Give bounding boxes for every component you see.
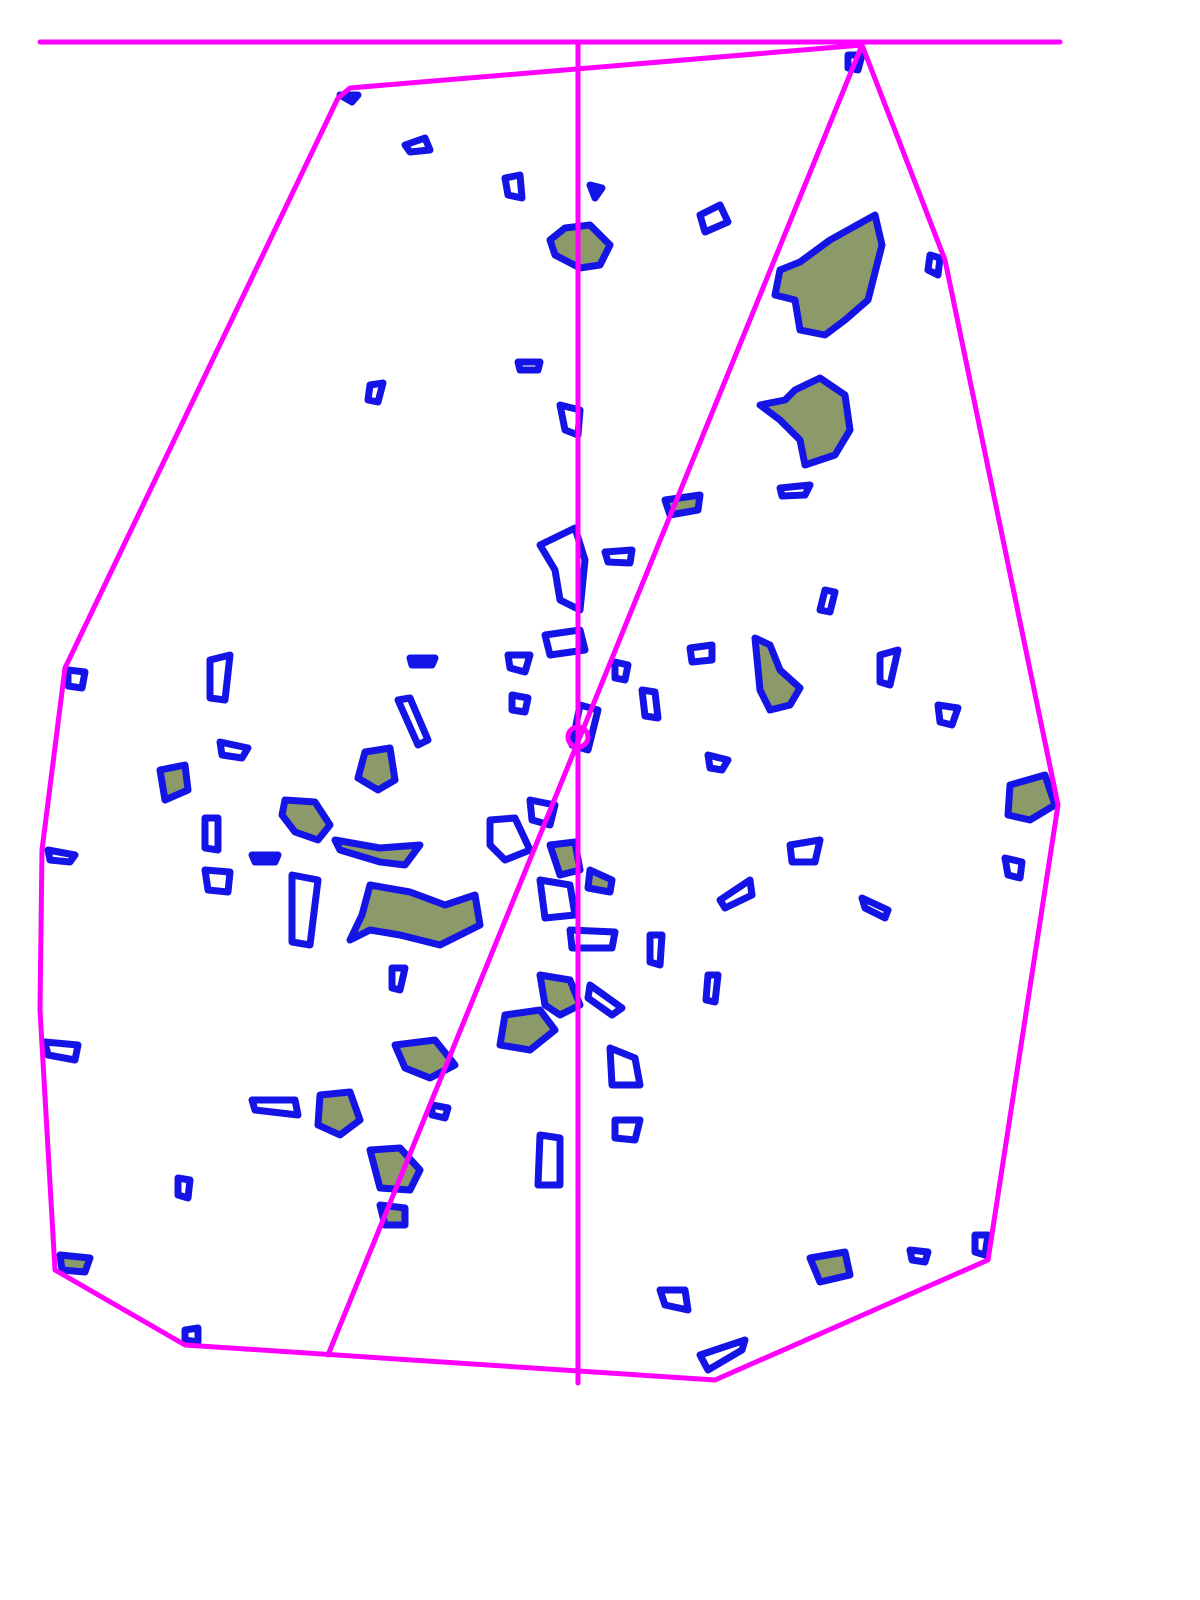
- region: [64, 666, 89, 692]
- region: [751, 634, 804, 714]
- region: [336, 91, 362, 106]
- region: [508, 691, 532, 716]
- region: [584, 981, 626, 1019]
- region: [586, 181, 606, 202]
- region: [406, 654, 439, 669]
- region: [428, 1101, 452, 1122]
- region: [201, 814, 222, 854]
- region: [906, 1246, 932, 1266]
- region: [248, 1096, 302, 1119]
- region: [541, 626, 589, 659]
- diagonal-axis: [325, 42, 865, 1358]
- region: [566, 926, 619, 952]
- region: [858, 894, 892, 922]
- region: [331, 836, 424, 869]
- center-marker: [565, 724, 591, 750]
- region: [486, 814, 534, 864]
- region: [756, 374, 854, 469]
- region: [601, 546, 636, 567]
- region: [536, 971, 584, 1019]
- region: [776, 481, 814, 500]
- region: [696, 1336, 749, 1374]
- region: [41, 1038, 82, 1064]
- region: [394, 694, 432, 749]
- region: [501, 171, 526, 202]
- region: [206, 651, 234, 704]
- region: [934, 701, 962, 729]
- region: [156, 761, 192, 804]
- region: [696, 201, 732, 236]
- region: [536, 876, 579, 922]
- region: [388, 964, 409, 994]
- region: [526, 796, 559, 829]
- region: [876, 646, 902, 689]
- region: [656, 1286, 692, 1314]
- region: [314, 1088, 364, 1139]
- region: [611, 1116, 644, 1144]
- region: [216, 738, 252, 762]
- region: [364, 379, 387, 406]
- region: [816, 586, 839, 616]
- regions: [41, 51, 1059, 1374]
- region: [606, 1044, 644, 1089]
- region: [704, 751, 732, 774]
- region: [56, 1251, 94, 1276]
- region: [686, 641, 716, 666]
- region: [806, 1248, 854, 1286]
- region: [288, 871, 322, 949]
- region: [646, 931, 666, 969]
- region: [201, 866, 234, 896]
- region: [44, 846, 79, 866]
- region: [638, 686, 662, 722]
- region: [278, 796, 334, 844]
- region: [924, 251, 944, 279]
- region: [584, 866, 616, 896]
- region: [971, 1231, 992, 1259]
- region: [514, 358, 544, 374]
- region: [1004, 771, 1059, 824]
- hull: [37, 42, 1061, 1383]
- region: [354, 744, 399, 794]
- region: [534, 1131, 564, 1189]
- region: [504, 651, 534, 676]
- region: [248, 851, 282, 866]
- region: [611, 658, 632, 684]
- region: [174, 1174, 194, 1202]
- region: [702, 971, 722, 1006]
- region: [786, 836, 824, 866]
- region: [1001, 854, 1026, 882]
- region: [771, 211, 886, 339]
- overlay-lines: [37, 39, 1063, 1386]
- region: [496, 1006, 559, 1054]
- region: [181, 1324, 202, 1346]
- region: [346, 881, 484, 949]
- region: [401, 134, 434, 156]
- region: [716, 876, 756, 912]
